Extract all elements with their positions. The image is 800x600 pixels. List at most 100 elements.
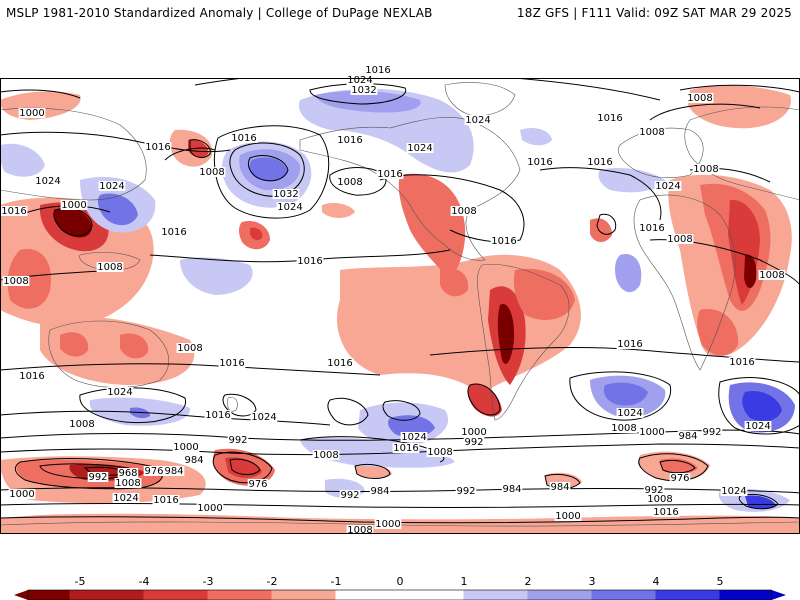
isobar-label: 1008 bbox=[313, 450, 338, 461]
isobar-label-bg bbox=[8, 489, 36, 499]
isobar-label-bg bbox=[677, 431, 699, 441]
isobar-label: 1024 bbox=[465, 115, 490, 126]
isobar-contour bbox=[189, 139, 211, 158]
isobar-label-bg bbox=[336, 135, 364, 145]
isobar-label-bg bbox=[490, 236, 518, 246]
map-title: MSLP 1981-2010 Standardized Anomaly | Co… bbox=[6, 6, 433, 20]
africa-outline bbox=[633, 194, 736, 371]
isobar-label-bg bbox=[652, 507, 680, 517]
isobar-contour bbox=[649, 103, 761, 121]
isobar-label-bg bbox=[60, 200, 88, 210]
isobar-contour bbox=[53, 207, 93, 236]
isobar-label: 984 bbox=[678, 431, 697, 442]
isobar-label-bg bbox=[176, 343, 204, 353]
isobar-contour bbox=[0, 131, 231, 153]
isobar-label: 992 bbox=[644, 485, 663, 496]
isobar-label: 1024 bbox=[407, 143, 432, 154]
isobar-label-bg bbox=[374, 519, 402, 529]
colorbar-tick-label: -2 bbox=[267, 575, 278, 588]
isobar-label: 1000 bbox=[19, 108, 44, 119]
isobar-label-bg bbox=[276, 202, 304, 212]
isobar-label: 1032 bbox=[273, 189, 298, 200]
anomaly-region bbox=[97, 193, 138, 226]
anomaly-region bbox=[440, 268, 469, 297]
anomaly-colorbar: -5 -4 -3 -2 -1 0 1 2 3 4 5 bbox=[14, 575, 786, 600]
isobar-label: 1016 bbox=[19, 371, 44, 382]
isobar-label-bg bbox=[460, 427, 488, 437]
anomaly-region bbox=[590, 218, 612, 243]
colorbar-segment-neg3 bbox=[143, 590, 208, 600]
isobar-label: 976 bbox=[670, 473, 689, 484]
isobar-label-bg bbox=[143, 466, 165, 476]
isobar-contour bbox=[0, 89, 81, 99]
isobar-label-bg bbox=[450, 206, 478, 216]
isobar-label-bg bbox=[312, 450, 340, 460]
isobar-label: 1000 bbox=[375, 519, 400, 530]
isobar-label-bg bbox=[364, 65, 392, 75]
isobar-label-bg bbox=[163, 466, 185, 476]
isobar-label: 984 bbox=[164, 466, 183, 477]
isobar-label: 992 bbox=[340, 490, 359, 501]
isobar-contour bbox=[229, 458, 261, 475]
colorbar-segment-neg1 bbox=[271, 590, 336, 600]
isobar-label: 1008 bbox=[427, 447, 452, 458]
isobar-label-bg bbox=[616, 408, 644, 418]
colorbar-frame bbox=[27, 589, 772, 600]
colorbar-tick-label: 1 bbox=[461, 575, 468, 588]
isobar-label: 976 bbox=[144, 466, 163, 477]
anomaly-region bbox=[615, 254, 642, 293]
isobar-contour bbox=[382, 400, 421, 421]
isobar-label: 1016 bbox=[617, 339, 642, 350]
asia-west-outline bbox=[0, 107, 147, 201]
anomaly-region bbox=[322, 202, 355, 218]
isobar-contour bbox=[354, 463, 391, 479]
anomaly-region bbox=[180, 257, 253, 295]
isobar-label: 1000 bbox=[555, 511, 580, 522]
anomaly-region bbox=[300, 437, 455, 468]
isobar-label: 1016 bbox=[161, 227, 186, 238]
anomaly-region bbox=[660, 458, 698, 475]
anomaly-region bbox=[745, 495, 776, 509]
isobar-label: 1016 bbox=[729, 357, 754, 368]
isobar-label: 1008 bbox=[693, 164, 718, 175]
isobar-label: 1000 bbox=[61, 200, 86, 211]
isobar-label-bg bbox=[464, 115, 492, 125]
isobar-label: 1016 bbox=[365, 65, 390, 76]
anomaly-region bbox=[697, 309, 739, 356]
isobar-contour bbox=[539, 167, 662, 221]
isobar-label: 1008 bbox=[177, 343, 202, 354]
isobar-label-bg bbox=[160, 227, 188, 237]
isobar-label-bg bbox=[87, 472, 109, 482]
isobar-label-bg bbox=[247, 479, 269, 489]
isobar-label-bg bbox=[346, 75, 374, 85]
isobar-label-bg bbox=[326, 358, 354, 368]
isobar-contour bbox=[738, 493, 779, 510]
isobar-label-bg bbox=[106, 387, 134, 397]
isobar-label: 1008 bbox=[97, 262, 122, 273]
isobar-label: 968 bbox=[118, 468, 137, 479]
isobar-label-bg bbox=[2, 276, 30, 286]
isobar-label-bg bbox=[643, 485, 665, 495]
isobar-label: 1008 bbox=[451, 206, 476, 217]
isobar-label: 1008 bbox=[687, 93, 712, 104]
anomaly-region bbox=[398, 173, 466, 280]
isobar-label-bg bbox=[501, 484, 523, 494]
isobar-label: 1008 bbox=[611, 423, 636, 434]
isobar-label-bg bbox=[336, 177, 364, 187]
isobar-label: 1016 bbox=[587, 157, 612, 168]
isobar-label-bg bbox=[638, 223, 666, 233]
isobar-label-bg bbox=[554, 511, 582, 521]
isobar-label-bg bbox=[34, 176, 62, 186]
colorbar-right-arrow bbox=[771, 590, 786, 600]
colorbar-segment-pos1 bbox=[463, 590, 528, 600]
isobar-contour bbox=[0, 487, 800, 494]
isobar-label-bg bbox=[172, 442, 200, 452]
isobar-label-bg bbox=[392, 443, 420, 453]
isobar-label: 992 bbox=[228, 435, 247, 446]
isobar-label-bg bbox=[463, 437, 485, 447]
isobar-label: 1024 bbox=[107, 387, 132, 398]
isobar-label: 1008 bbox=[639, 127, 664, 138]
colorbar-segment-neg2 bbox=[207, 590, 272, 600]
isobar-label-bg bbox=[744, 421, 772, 431]
isobar-label: 1016 bbox=[297, 256, 322, 267]
